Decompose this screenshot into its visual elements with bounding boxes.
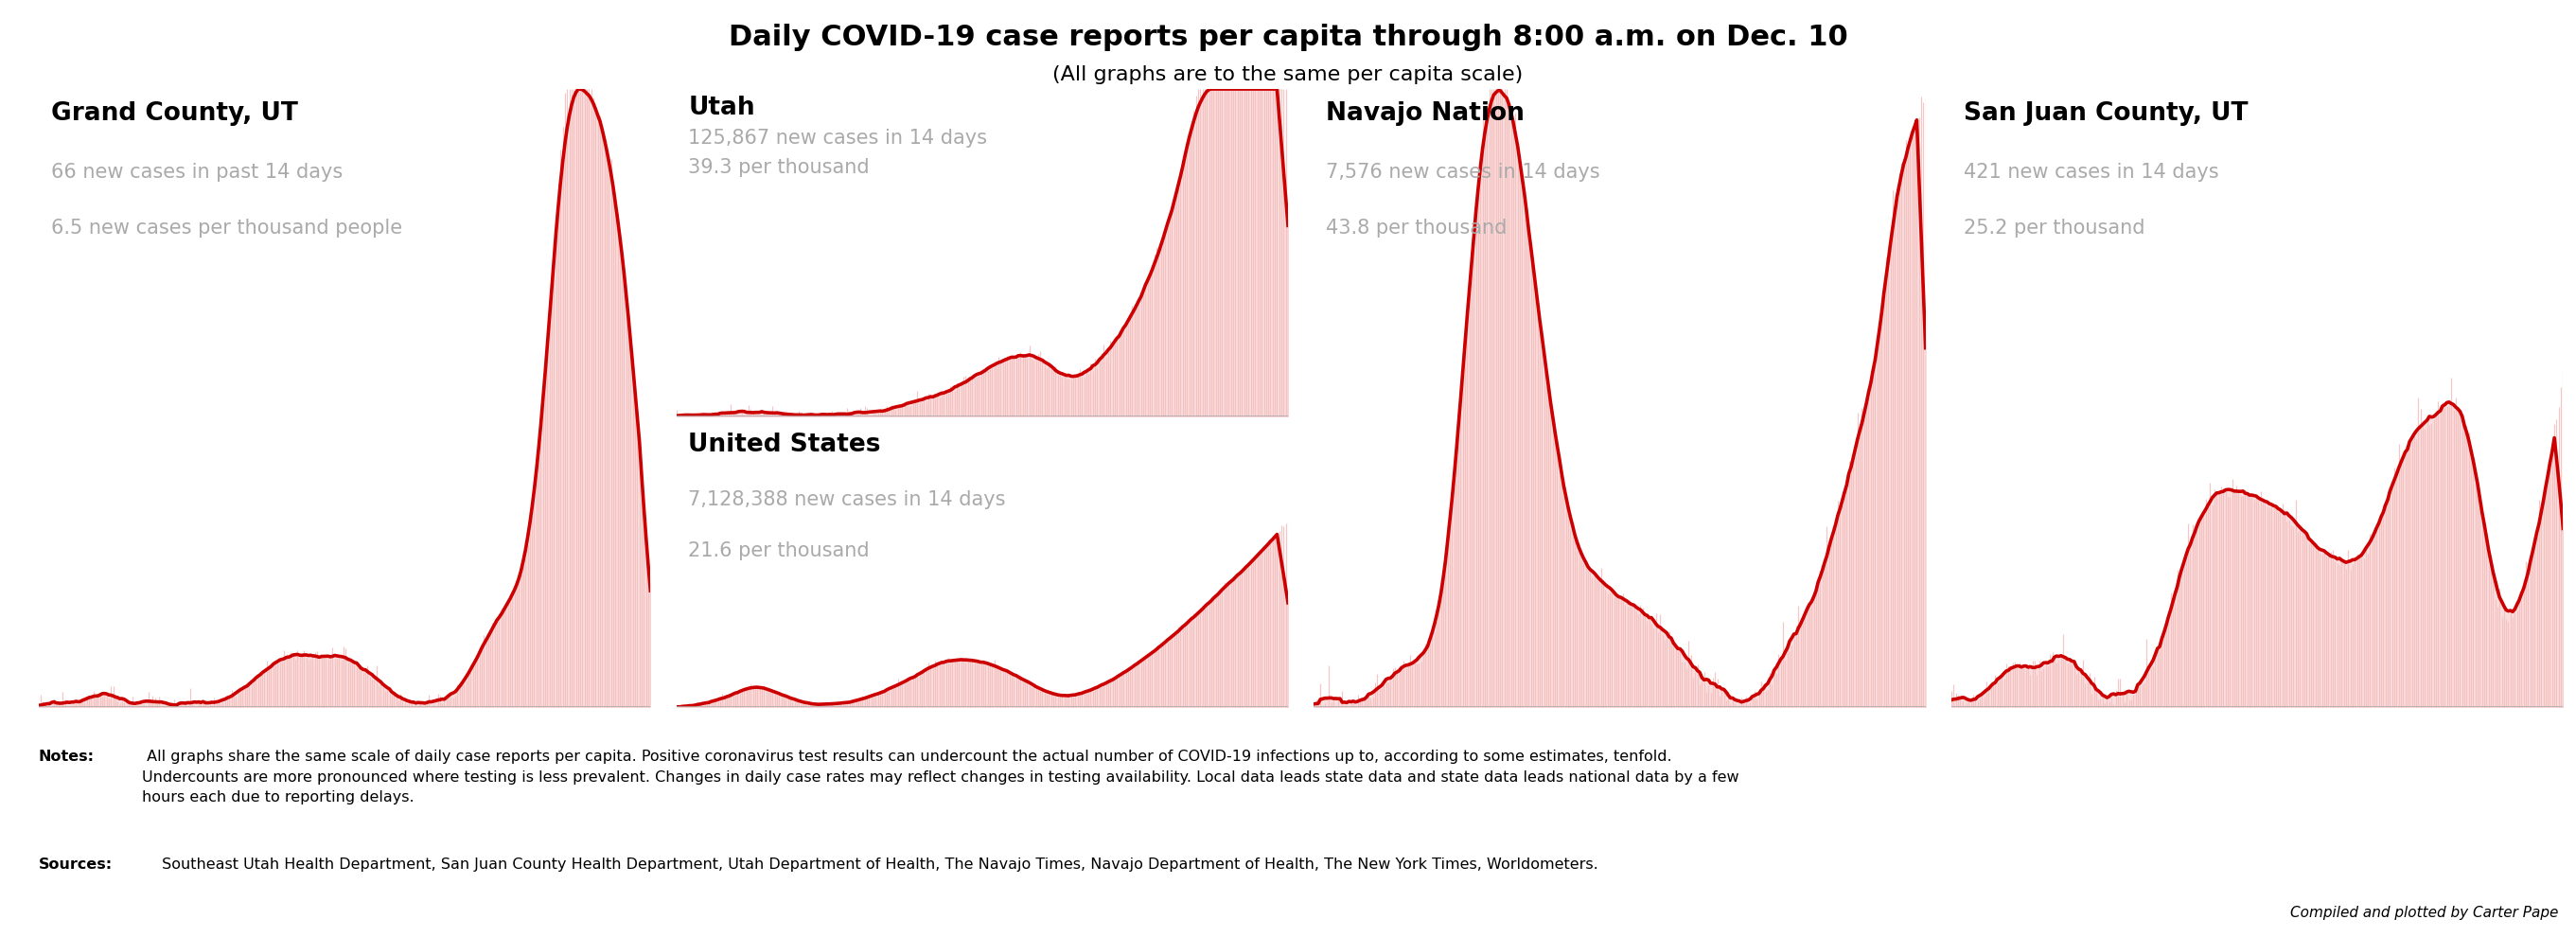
Text: 25.2 per thousand: 25.2 per thousand — [1963, 219, 2146, 238]
Text: Notes:: Notes: — [39, 750, 95, 764]
Text: Compiled and plotted by Carter Pape: Compiled and plotted by Carter Pape — [2290, 906, 2558, 920]
Text: 6.5 new cases per thousand people: 6.5 new cases per thousand people — [52, 219, 402, 238]
Text: San Juan County, UT: San Juan County, UT — [1963, 101, 2249, 126]
Text: Sources:: Sources: — [39, 857, 113, 871]
Text: All graphs share the same scale of daily case reports per capita. Positive coron: All graphs share the same scale of daily… — [142, 750, 1739, 805]
Text: 421 new cases in 14 days: 421 new cases in 14 days — [1963, 163, 2218, 182]
Text: Utah: Utah — [688, 96, 755, 120]
Text: 7,128,388 new cases in 14 days: 7,128,388 new cases in 14 days — [688, 490, 1007, 509]
Text: 66 new cases in past 14 days: 66 new cases in past 14 days — [52, 163, 343, 182]
Text: (All graphs are to the same per capita scale): (All graphs are to the same per capita s… — [1054, 66, 1522, 84]
Text: Grand County, UT: Grand County, UT — [52, 101, 299, 126]
Text: 43.8 per thousand: 43.8 per thousand — [1327, 219, 1507, 238]
Text: Southeast Utah Health Department, San Juan County Health Department, Utah Depart: Southeast Utah Health Department, San Ju… — [157, 857, 1597, 871]
Text: United States: United States — [688, 433, 881, 457]
Text: Navajo Nation: Navajo Nation — [1327, 101, 1525, 126]
Text: Daily COVID-19 case reports per capita through 8:00 a.m. on Dec. 10: Daily COVID-19 case reports per capita t… — [729, 23, 1847, 51]
Text: 21.6 per thousand: 21.6 per thousand — [688, 542, 871, 560]
Text: 39.3 per thousand: 39.3 per thousand — [688, 157, 871, 177]
Text: 7,576 new cases in 14 days: 7,576 new cases in 14 days — [1327, 163, 1600, 182]
Text: 125,867 new cases in 14 days: 125,867 new cases in 14 days — [688, 128, 987, 147]
